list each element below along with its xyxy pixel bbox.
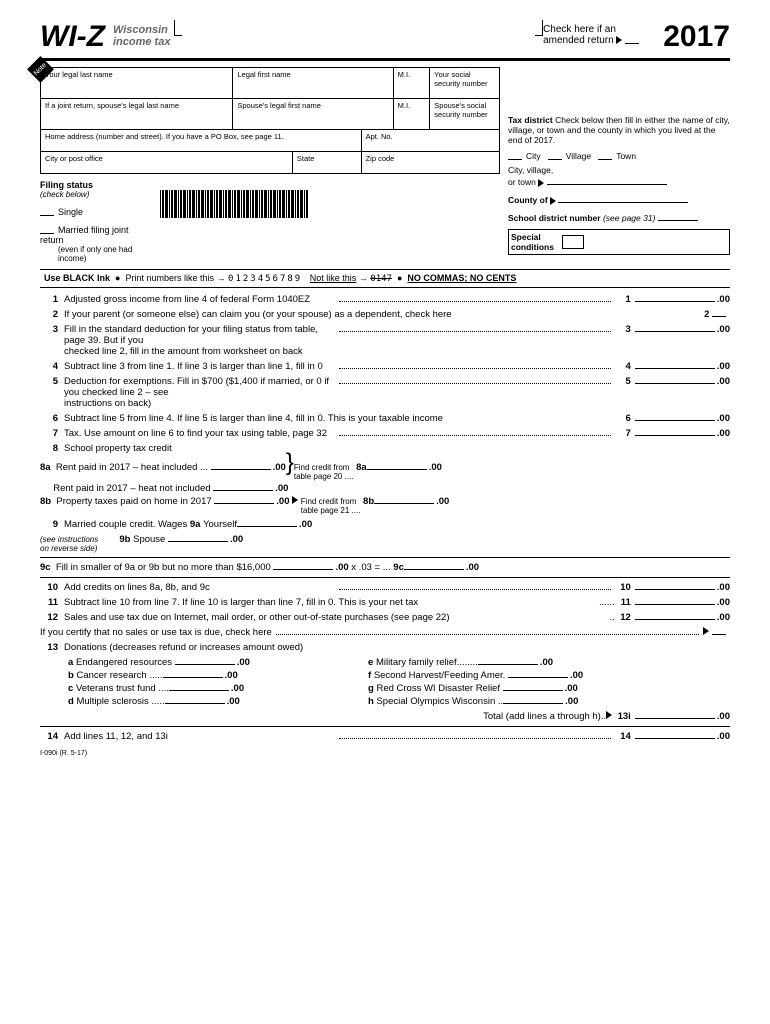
form-subtitle: Wisconsinincome tax [113,24,170,48]
donation-b[interactable] [163,677,223,678]
married-note: (even if only one had income) [58,245,140,263]
line-9a-amount[interactable] [237,526,297,527]
line-12-checkbox[interactable] [712,628,726,635]
donation-d[interactable] [165,703,225,704]
line-7-text: Tax. Use amount on line 6 to find your t… [64,428,335,439]
ssn-field[interactable]: Your social security number [430,68,499,98]
special-conditions-label: Special conditions [511,232,554,252]
form-id: WI-Z [40,20,105,54]
married-checkbox[interactable] [40,227,54,234]
school-district-input[interactable] [658,211,698,221]
line-5-amount[interactable] [635,383,715,384]
single-label: Single [58,207,83,217]
donation-f[interactable] [508,677,568,678]
rent-noheat-amount[interactable] [213,490,273,491]
tax-year: 2017 [663,20,730,54]
spouse-ssn-field[interactable]: Spouse's social security number [430,99,499,129]
spouse-mi-field[interactable]: M.I. [394,99,431,129]
county-input[interactable] [558,193,688,203]
bracket-icon [174,20,182,36]
line-9b-amount[interactable] [168,541,228,542]
line-9c-amount[interactable] [404,569,464,570]
line-14-amount[interactable] [635,738,715,739]
filing-status-heading: Filing status [40,180,140,190]
line-9c-input[interactable] [273,569,333,570]
city-of-input[interactable] [547,175,667,185]
line-12-amount[interactable] [635,619,715,620]
special-conditions-box[interactable] [562,235,584,249]
line-11-text: Subtract line 10 from line 7. If line 10… [64,597,599,608]
state-field[interactable]: State [293,152,362,173]
village-checkbox[interactable] [548,153,562,160]
line-8b-credit[interactable] [374,503,434,504]
donation-h[interactable] [503,703,563,704]
line-13-heading: Donations (decreases refund or increases… [64,642,303,653]
line-13i-amount[interactable] [635,718,715,719]
line-5-text: Deduction for exemptions. Fill in $700 (… [64,376,335,409]
rent-heat-amount[interactable] [211,469,271,470]
single-checkbox[interactable] [40,209,54,216]
instructions-bar: Use BLACK Ink ● Print numbers like this … [40,269,730,288]
tax-district-heading: Tax district [508,115,553,125]
filing-status-note: (check below) [40,190,140,199]
line-7-amount[interactable] [635,435,715,436]
line-3-text: Fill in the standard deduction for your … [64,324,335,357]
spouse-first-name-field[interactable]: Spouse's legal first name [233,99,393,129]
last-name-field[interactable]: Your legal last name [41,68,233,98]
city-field[interactable]: City or post office [41,152,293,173]
line-3-amount[interactable] [635,331,715,332]
line-14-text: Add lines 11, 12, and 13i [64,731,335,742]
line-1-amount[interactable] [635,301,715,302]
line-12-text: Sales and use tax due on Internet, mail … [64,612,610,623]
donation-c[interactable] [169,690,229,691]
tax-district-section: Tax district Check below then fill in ei… [500,63,730,263]
property-tax-amount[interactable] [214,503,274,504]
town-checkbox[interactable] [598,153,612,160]
filing-status-section: Filing status (check below) Single Marri… [40,180,500,263]
apt-field[interactable]: Apt. No. [362,130,431,151]
donation-a[interactable] [175,664,235,665]
line-8a-credit[interactable] [367,469,427,470]
donation-g[interactable] [503,690,563,691]
mi-field[interactable]: M.I. [394,68,431,98]
line-8-heading: School property tax credit [64,443,172,454]
line-10-text: Add credits on lines 8a, 8b, and 9c [64,582,335,593]
first-name-field[interactable]: Legal first name [233,68,393,98]
city-checkbox[interactable] [508,153,522,160]
line-6-text: Subtract line 5 from line 4. If line 5 i… [64,413,612,424]
line-6-amount[interactable] [635,420,715,421]
line-2-text: If your parent (or someone else) can cla… [64,309,688,320]
identity-block: Note Your legal last name Legal first na… [40,67,500,174]
arrow-icon [616,36,622,44]
amended-return-check[interactable]: Check here if an amended return [543,24,643,46]
line-1-text: Adjusted gross income from line 4 of fed… [64,294,335,305]
donation-e[interactable] [478,664,538,665]
line-10-amount[interactable] [635,589,715,590]
line-2-checkbox[interactable] [712,310,726,317]
form-header: WI-Z Wisconsinincome tax Check here if a… [40,20,730,61]
line-4-text: Subtract line 3 from line 1. If line 3 i… [64,361,335,372]
address-field[interactable]: Home address (number and street). If you… [41,130,362,151]
zip-field[interactable]: Zip code [362,152,431,173]
form-lines: 1Adjusted gross income from line 4 of fe… [40,294,730,742]
line-11-amount[interactable] [635,604,715,605]
spouse-last-name-field[interactable]: If a joint return, spouse's legal last n… [41,99,233,129]
line-4-amount[interactable] [635,368,715,369]
bracket-icon [535,20,543,36]
form-footer: I-090i (R. 5-17) [40,750,730,757]
barcode-icon: document.write(Array.from({length:50},(_… [160,190,309,263]
